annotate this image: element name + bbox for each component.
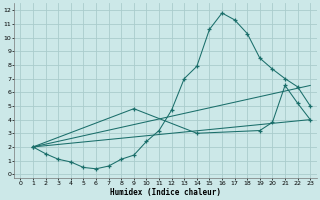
X-axis label: Humidex (Indice chaleur): Humidex (Indice chaleur) — [110, 188, 221, 197]
